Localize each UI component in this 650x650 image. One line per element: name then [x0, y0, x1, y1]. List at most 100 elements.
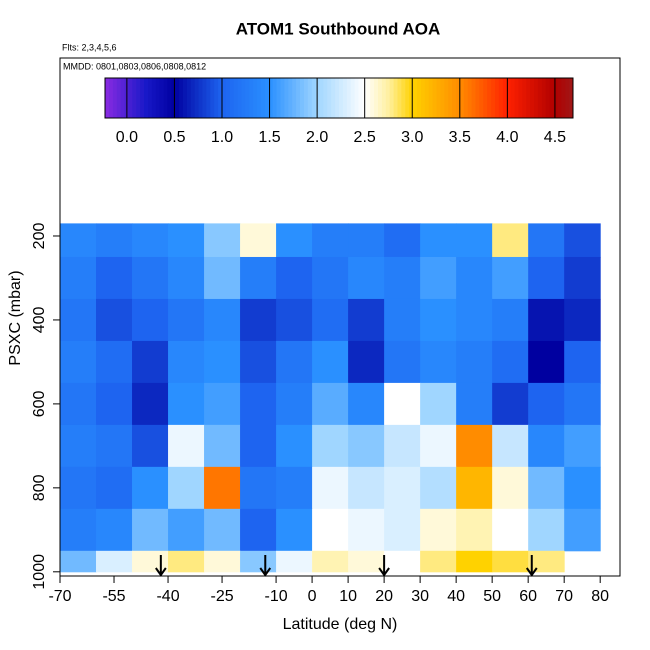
heatmap-cell — [420, 424, 457, 468]
colorbar-swatch — [163, 78, 168, 118]
heatmap-cell — [492, 550, 529, 573]
heatmap-cell — [240, 256, 277, 300]
colorbar-swatch — [249, 78, 254, 118]
colorbar-swatch — [105, 78, 110, 118]
colorbar-swatch — [225, 78, 231, 118]
heatmap-cell — [564, 256, 601, 300]
colorbar-swatch — [483, 78, 488, 118]
heatmap-cell — [492, 298, 529, 342]
colorbar-swatch — [456, 78, 461, 118]
heatmap-cell — [132, 508, 169, 552]
heatmap-cell — [564, 340, 601, 384]
heatmap-cell — [96, 223, 133, 258]
chart-title: ATOM1 Southbound AOA — [236, 19, 441, 38]
colorbar-swatch — [144, 78, 149, 118]
heatmap-cell — [204, 340, 241, 384]
colorbar-swatch — [401, 78, 406, 118]
x-tick-label: -40 — [156, 588, 179, 605]
heatmap-cell — [132, 382, 169, 426]
colorbar-swatch — [151, 78, 157, 118]
heatmap-cell — [60, 508, 97, 552]
colorbar-tick-label: 4.0 — [496, 129, 518, 146]
colorbar-swatch — [331, 78, 336, 118]
heatmap-cell — [348, 382, 385, 426]
x-tick-label: 10 — [339, 588, 357, 605]
heatmap-cell — [96, 340, 133, 384]
heatmap-cell — [96, 298, 133, 342]
x-tick-label: 70 — [555, 588, 573, 605]
heatmap-cell — [420, 340, 457, 384]
heatmap-cell — [168, 424, 205, 468]
heatmap-cell — [240, 298, 277, 342]
heatmap-cell — [348, 466, 385, 510]
colorbar-swatch — [397, 78, 402, 118]
colorbar-swatch — [424, 78, 430, 118]
heatmap-cell — [384, 256, 421, 300]
colorbar-swatch — [292, 78, 297, 118]
heatmap-cell — [276, 223, 313, 258]
colorbar-swatch — [393, 78, 398, 118]
heatmap-cell — [528, 340, 565, 384]
heatmap — [60, 223, 601, 573]
heatmap-cell — [348, 424, 385, 468]
x-tick-label: -25 — [210, 588, 233, 605]
heatmap-cell — [492, 223, 529, 258]
heatmap-cell — [240, 508, 277, 552]
heatmap-cell — [276, 550, 313, 573]
heatmap-cell — [240, 223, 277, 258]
colorbar-swatch — [463, 78, 469, 118]
colorbar-swatch — [171, 78, 176, 118]
heatmap-cell — [168, 223, 205, 258]
colorbar-swatch — [202, 78, 207, 118]
colorbar-swatch — [303, 78, 309, 118]
colorbar-swatch — [241, 78, 246, 118]
heatmap-cell — [456, 466, 493, 510]
heatmap-cell — [420, 550, 457, 573]
colorbar-swatch — [436, 78, 441, 118]
heatmap-cell — [312, 424, 349, 468]
colorbar-swatch — [526, 78, 531, 118]
heatmap-cell — [312, 340, 349, 384]
heatmap-cell — [312, 382, 349, 426]
heatmap-cell — [420, 298, 457, 342]
heatmap-cell — [456, 223, 493, 258]
colorbar-swatch — [339, 78, 344, 118]
y-tick-label: 200 — [31, 223, 48, 250]
colorbar-tick-label: 3.0 — [401, 129, 423, 146]
colorbar-swatch — [284, 78, 289, 118]
heatmap-cell — [168, 508, 205, 552]
heatmap-cell — [384, 298, 421, 342]
colorbar-swatch — [229, 78, 235, 118]
heatmap-cell — [420, 223, 457, 258]
colorbar-swatch — [108, 78, 114, 118]
x-tick-label: 60 — [519, 588, 537, 605]
heatmap-cell — [312, 466, 349, 510]
heatmap-cell — [312, 298, 349, 342]
colorbar-tick-label: 0.5 — [163, 129, 185, 146]
colorbar-swatch — [514, 78, 519, 118]
heatmap-cell — [528, 550, 565, 573]
colorbar-tick-label: 1.5 — [258, 129, 280, 146]
colorbar-swatch — [534, 78, 539, 118]
heatmap-cell — [384, 340, 421, 384]
heatmap-cell — [96, 424, 133, 468]
y-axis-label: PSXC (mbar) — [7, 270, 24, 365]
heatmap-cell — [132, 223, 169, 258]
heatmap-cell — [60, 466, 97, 510]
heatmap-cell — [276, 466, 313, 510]
heatmap-cell — [492, 382, 529, 426]
x-tick-label: 80 — [591, 588, 609, 605]
heatmap-cell — [384, 508, 421, 552]
colorbar-swatch — [253, 78, 258, 118]
colorbar-swatch — [491, 78, 496, 118]
colorbar-swatch — [522, 78, 527, 118]
heatmap-cell — [492, 256, 529, 300]
colorbar-swatch — [190, 78, 196, 118]
heatmap-cell — [420, 256, 457, 300]
heatmap-cell — [240, 424, 277, 468]
heatmap-cell — [204, 256, 241, 300]
colorbar-swatch — [319, 78, 324, 118]
colorbar-tick-label: 2.0 — [306, 129, 328, 146]
colorbar-swatch — [350, 78, 356, 118]
